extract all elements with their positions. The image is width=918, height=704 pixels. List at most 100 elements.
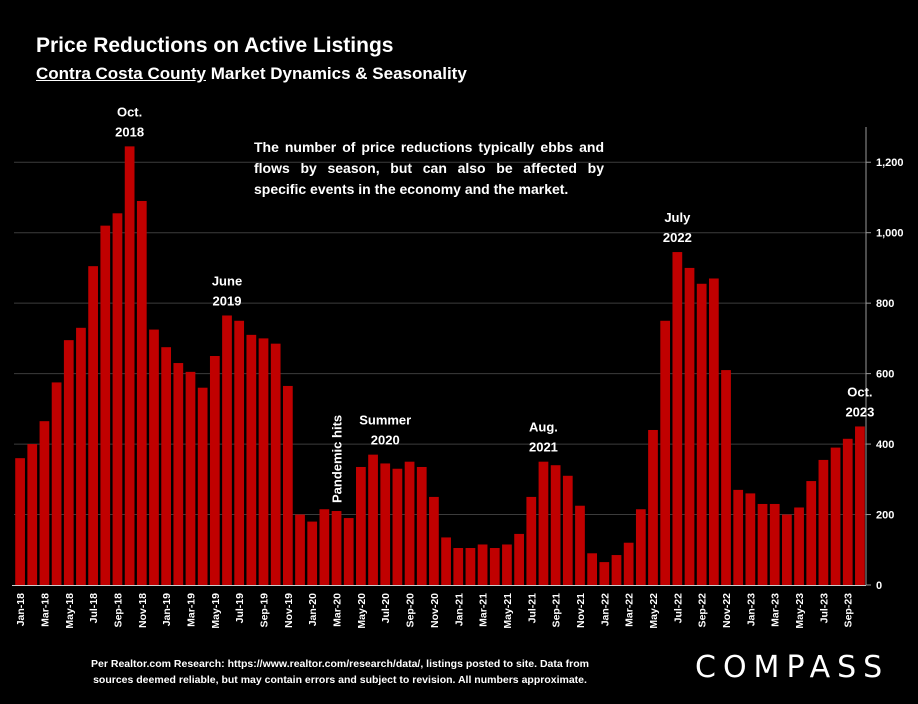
bar [660,320,671,585]
bar [721,370,731,585]
bar [575,505,585,585]
bar [39,421,50,585]
x-tick-label: Mar-23 [770,593,782,627]
x-tick-label: May-23 [794,593,806,629]
x-tick-label: Sep-18 [112,593,124,628]
annotation-label: 2018 [115,124,144,139]
x-tick-label: Jan-21 [453,593,465,626]
bar [209,356,220,585]
y-tick-label: 600 [876,369,894,381]
compass-logo: COMPASS [695,650,890,685]
bar [161,347,172,585]
annotation-label: 2022 [663,230,692,245]
bar [465,548,476,585]
bar [246,334,257,585]
bar [672,252,683,586]
bar [441,537,451,585]
y-tick-label: 1,200 [876,157,904,169]
bar [648,429,658,585]
bar [258,338,269,585]
x-tick-label: Nov-20 [429,593,441,628]
bar [806,481,817,585]
bar [368,454,378,585]
x-tick-label: May-19 [210,593,222,629]
x-tick-label: Mar-22 [624,593,636,627]
bar [708,278,719,585]
chart-title: Price Reductions on Active Listings [36,34,394,57]
bar [197,387,208,585]
bar [343,518,354,585]
x-tick-label: Nov-21 [575,593,587,628]
x-tick-label: May-20 [356,593,368,629]
x-tick-label: Jul-22 [672,593,684,624]
bar [234,320,245,585]
bar [319,509,330,585]
bar [599,562,610,585]
subtitle-rest: Market Dynamics & Seasonality [206,64,467,83]
x-tick-label: Nov-18 [137,593,149,628]
chart-note: The number of price reductions typically… [254,139,604,197]
x-tick-label: Jul-20 [380,593,392,624]
bar [416,466,427,585]
x-tick-label: Jan-19 [161,593,173,626]
bar [526,496,537,585]
x-tick-label: Mar-18 [39,593,51,627]
annotation-label: July [664,210,691,225]
bar [100,225,111,585]
x-tick-label: Jan-22 [599,593,611,626]
bar [429,496,439,585]
annotation-label: 2019 [213,293,242,308]
footer-line-2: sources deemed reliable, but may contain… [93,674,587,686]
bar [562,475,573,585]
bar [611,555,622,585]
x-tick-label: Nov-22 [721,593,733,628]
y-tick-label: 0 [876,580,882,592]
bar [63,340,74,585]
bar [295,514,305,585]
bar [818,459,829,585]
bar [270,343,281,585]
source-footer: Per Realtor.com Research: https://www.re… [40,656,640,688]
bar [149,329,159,585]
bar [830,447,841,585]
x-tick-label: Nov-19 [283,593,295,628]
y-tick-label: 1,000 [876,228,904,240]
bar [51,382,62,585]
bar [173,363,184,585]
bar [124,146,135,585]
bar [282,385,293,585]
bar [842,438,853,585]
y-tick-label: 800 [876,298,894,310]
bar [794,507,804,585]
bar [307,521,318,585]
x-tick-label: Mar-20 [332,593,344,627]
bar [538,461,549,585]
x-tick-label: Sep-22 [697,593,709,628]
annotation-label: Oct. [117,104,142,119]
bar [112,213,123,586]
bar [222,315,232,585]
bar [136,200,147,585]
x-tick-label: Sep-19 [259,593,271,628]
x-tick-label: Sep-21 [551,593,563,628]
bar [356,466,366,585]
footer-line-1: Per Realtor.com Research: https://www.re… [91,658,589,670]
annotation-label: 2023 [845,404,874,419]
annotation-label: Pandemic hits [330,415,345,503]
bar [489,548,500,585]
x-tick-label: Jan-23 [745,593,757,626]
bar [684,267,695,585]
y-tick-label: 400 [876,439,894,451]
subtitle-county: Contra Costa County [36,64,206,83]
bar [745,493,756,585]
bar [76,327,86,585]
y-tick-label: 200 [876,510,894,522]
x-tick-label: Mar-19 [185,593,197,627]
x-tick-label: Jul-19 [234,593,246,624]
x-tick-label: May-18 [64,593,76,629]
x-tick-label: Sep-23 [843,593,855,628]
annotation-label: 2021 [529,440,558,455]
bar [380,463,391,585]
x-tick-label: Jul-21 [526,593,538,624]
